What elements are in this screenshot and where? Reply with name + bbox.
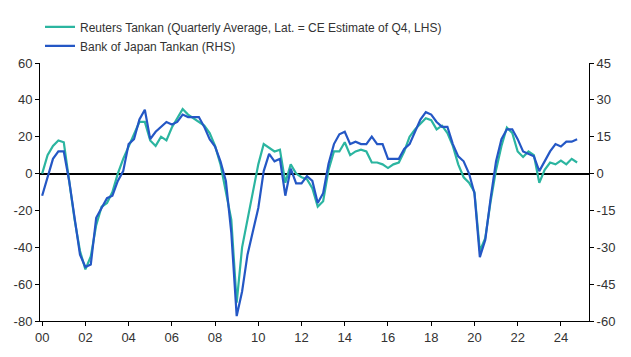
svg-text:45: 45 xyxy=(597,56,611,71)
svg-text:10: 10 xyxy=(251,330,265,345)
svg-text:02: 02 xyxy=(78,330,92,345)
svg-text:0: 0 xyxy=(25,166,32,181)
svg-text:06: 06 xyxy=(165,330,179,345)
svg-text:-60: -60 xyxy=(14,277,33,292)
svg-text:14: 14 xyxy=(338,330,352,345)
svg-text:Bank of Japan Tankan (RHS): Bank of Japan Tankan (RHS) xyxy=(80,40,235,54)
svg-text:00: 00 xyxy=(35,330,49,345)
svg-text:24: 24 xyxy=(554,330,568,345)
svg-text:20: 20 xyxy=(467,330,481,345)
svg-text:60: 60 xyxy=(18,56,32,71)
svg-text:-15: -15 xyxy=(597,203,616,218)
svg-text:40: 40 xyxy=(18,92,32,107)
svg-text:-45: -45 xyxy=(597,277,616,292)
svg-text:-20: -20 xyxy=(14,203,33,218)
svg-text:-40: -40 xyxy=(14,240,33,255)
svg-text:0: 0 xyxy=(597,166,604,181)
svg-text:20: 20 xyxy=(18,129,32,144)
svg-text:12: 12 xyxy=(294,330,308,345)
svg-text:16: 16 xyxy=(381,330,395,345)
svg-text:18: 18 xyxy=(424,330,438,345)
svg-text:04: 04 xyxy=(121,330,135,345)
svg-text:30: 30 xyxy=(597,92,611,107)
svg-text:-80: -80 xyxy=(14,314,33,329)
svg-text:-60: -60 xyxy=(597,314,616,329)
svg-text:Reuters Tankan (Quarterly Aver: Reuters Tankan (Quarterly Average, Lat. … xyxy=(80,21,441,35)
svg-text:22: 22 xyxy=(510,330,524,345)
svg-text:08: 08 xyxy=(208,330,222,345)
svg-text:15: 15 xyxy=(597,129,611,144)
svg-text:-30: -30 xyxy=(597,240,616,255)
